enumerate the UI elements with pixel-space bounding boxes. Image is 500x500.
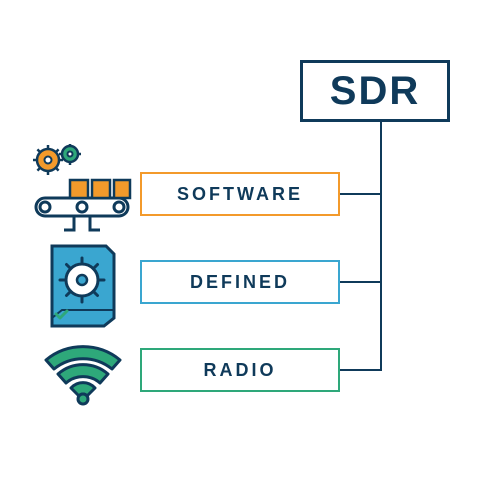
connector-software	[340, 193, 382, 195]
wifi-signal-icon	[40, 336, 126, 406]
item-label: RADIO	[204, 360, 277, 381]
document-gear-icon	[40, 240, 124, 330]
title-box: SDR	[300, 60, 450, 122]
item-label: DEFINED	[190, 272, 290, 293]
item-box-radio: RADIO	[140, 348, 340, 392]
title-text: SDR	[330, 69, 420, 114]
connector-defined	[340, 281, 382, 283]
sdr-diagram: SDR SOFTWARE	[0, 0, 500, 500]
item-box-software: SOFTWARE	[140, 172, 340, 216]
item-box-defined: DEFINED	[140, 260, 340, 304]
connector-spine	[380, 122, 382, 371]
connector-radio	[340, 369, 382, 371]
conveyor-gears-icon	[30, 144, 134, 234]
item-label: SOFTWARE	[177, 184, 303, 205]
